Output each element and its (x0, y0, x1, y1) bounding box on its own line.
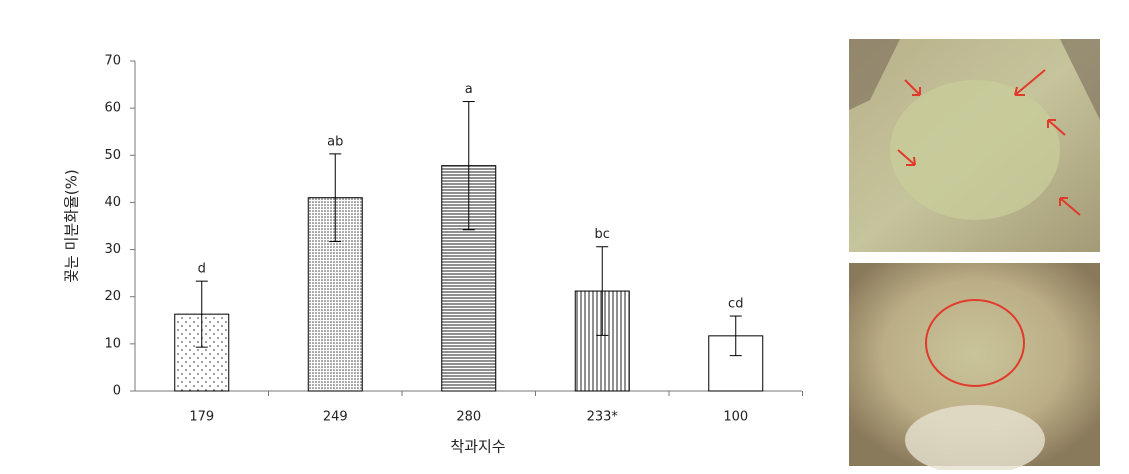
x-tick-label: 249 (323, 410, 348, 425)
significance-label: bc (595, 227, 610, 242)
significance-label: a (465, 82, 473, 97)
photo-bottom (849, 263, 1100, 474)
y-axis-label: 꽃눈 미분화율(%) (63, 169, 81, 283)
x-tick-label: 100 (723, 410, 748, 425)
y-tick-label: 50 (104, 148, 121, 163)
x-tick-label: 280 (456, 410, 481, 425)
y-tick-label: 0 (113, 384, 121, 399)
photo-top (849, 39, 1100, 252)
x-tick-label: 179 (189, 410, 214, 425)
y-tick-label: 30 (104, 242, 121, 257)
x-tick-label: 233* (587, 410, 619, 425)
y-tick-label: 20 (104, 289, 121, 304)
y-tick-label: 10 (104, 336, 121, 351)
y-tick-label: 70 (104, 54, 121, 69)
significance-label: d (198, 262, 206, 277)
significance-label: ab (327, 134, 343, 149)
x-axis-label: 착과지수 (450, 438, 505, 456)
y-tick-label: 40 (104, 195, 121, 210)
y-tick-label: 60 (104, 101, 121, 116)
significance-label: cd (728, 297, 743, 312)
